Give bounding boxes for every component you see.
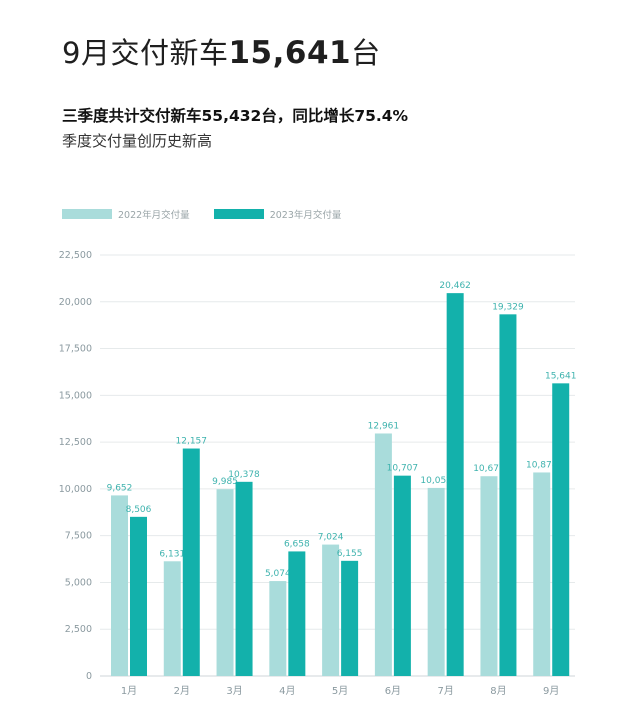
legend-item-2022: 2022年月交付量 [62,207,190,221]
data-label: 9,652 [107,483,133,493]
y-tick-label: 22,500 [59,250,92,261]
page-title: 9月交付新车15,641台 [62,30,381,72]
data-label: 19,329 [492,302,524,312]
bar-2022 [480,476,498,676]
headline-number: 15,641 [228,35,352,71]
chart-legend: 2022年月交付量 2023年月交付量 [62,207,365,221]
x-tick-label: 3月 [226,685,242,697]
y-tick-label: 17,500 [59,344,92,355]
bar-2022 [269,581,287,676]
x-tick-label: 7月 [437,685,453,697]
x-tick-label: 2月 [174,685,190,697]
data-label: 5,074 [265,569,291,579]
x-tick-label: 4月 [279,685,295,697]
bar-2023 [288,551,306,676]
bar-2022 [533,472,551,676]
x-tick-label: 6月 [385,685,401,697]
bar-2023 [499,314,517,676]
data-label: 6,155 [337,549,363,559]
data-label: 12,961 [368,421,400,431]
legend-label-2023: 2023年月交付量 [269,210,342,221]
data-label: 10,878 [526,460,558,470]
x-tick-label: 1月 [121,685,137,697]
x-tick-label: 8月 [490,685,506,697]
data-label: 10,378 [228,470,260,480]
x-tick-label: 9月 [543,685,559,697]
y-tick-label: 12,500 [59,437,92,448]
legend-item-2023: 2023年月交付量 [213,207,342,221]
legend-swatch-2022 [62,209,112,219]
y-tick-label: 0 [86,671,92,682]
bar-2022 [111,495,128,676]
legend-label-2022: 2022年月交付量 [118,210,190,221]
bar-2023 [182,448,200,676]
data-label: 9,985 [212,477,238,487]
bar-2022 [322,544,340,676]
subtitle-quarter-total: 三季度共计交付新车55,432台，同比增长75.4% [62,107,409,125]
y-tick-label: 10,000 [59,484,92,495]
bar-2022 [427,487,445,676]
bar-2023 [341,560,359,676]
bar-2022 [163,561,181,676]
bar-2023 [446,293,464,676]
data-label: 7,024 [318,533,344,543]
data-label: 15,641 [545,371,577,381]
bar-2023 [393,475,411,676]
bar-2022 [216,489,234,676]
data-label: 12,157 [176,437,208,447]
data-label: 6,658 [284,539,310,549]
bar-2023 [130,516,147,676]
y-tick-label: 15,000 [59,390,92,401]
y-tick-label: 20,000 [59,297,92,308]
data-label: 10,677 [473,464,505,474]
y-tick-label: 7,500 [65,531,92,542]
legend-swatch-2023 [213,209,264,219]
data-label: 10,707 [387,464,419,474]
headline-suffix: 台 [351,36,381,70]
data-label: 8,506 [126,505,152,515]
subtitle-record: 季度交付量创历史新高 [62,132,213,150]
y-tick-label: 2,500 [65,624,92,635]
data-label: 10,052 [420,476,452,486]
bar-2023 [552,383,570,676]
bar-2022 [374,433,392,676]
data-label: 20,462 [439,281,471,291]
x-tick-label: 5月 [332,685,348,697]
y-tick-label: 5,000 [65,577,92,588]
headline-prefix: 9月交付新车 [62,36,229,70]
data-label: 6,131 [159,549,185,559]
bar-2023 [235,481,253,676]
